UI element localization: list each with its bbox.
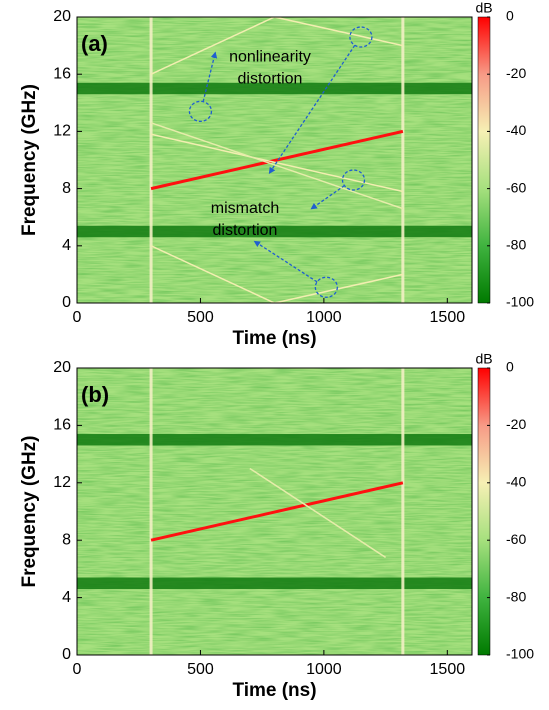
y-tick-label: 0 [62,294,71,311]
annotation: distortion [238,70,303,87]
y-tick-label: 16 [53,417,71,434]
chirp-line [150,17,404,75]
chirp-line [150,129,404,191]
colorbar-tick-label: 0 [506,359,514,375]
colorbar-tick-label: -40 [506,122,526,138]
chirp-line [249,467,387,559]
x-tick-label: 0 [73,309,82,326]
annotation-arrow [202,51,218,102]
y-tick-label: 0 [62,646,71,663]
x-tick-label: 500 [187,309,214,326]
x-tick-label: 0 [73,661,82,678]
colorbar-label: dB [475,351,492,367]
colorbar-tick-label: -20 [506,65,526,81]
colorbar-tick-label: -100 [506,294,534,310]
annotation: distortion [213,222,278,239]
y-tick-label: 20 [53,8,71,25]
band [77,577,472,589]
y-axis-label: Frequency (GHz) [19,435,40,587]
y-tick-label: 4 [62,237,71,254]
annotation-circle [188,100,213,123]
annotation-circle [341,169,366,191]
band [77,225,472,238]
plot-frame [76,367,473,656]
y-axis-label: Frequency (GHz) [19,84,40,236]
x-axis-label: Time (ns) [232,328,316,349]
colorbar-tick-label: -80 [506,237,526,253]
colorbar [477,16,491,304]
annotation-arrow [310,185,345,210]
x-axis-label: Time (ns) [232,680,316,701]
panel: 0 500 1000 1500 0 4 8 12 16 20 Time (ns) Frequency … [19,0,534,349]
y-tick-label: 8 [62,180,71,197]
annotation: nonlinearity [229,48,311,65]
x-tick-label: 1500 [430,661,466,678]
colorbar-tick-label: 0 [506,8,514,24]
chirp-line [150,245,404,303]
y-tick-label: 12 [53,474,71,491]
colorbar-tick-label: -40 [506,474,526,490]
plot-area [77,368,472,655]
y-tick-label: 12 [53,123,71,140]
annotation: mismatch [211,200,279,217]
panel-label: (a) [81,31,108,56]
colorbar-tick-label: -60 [506,179,526,195]
plot-area [77,17,472,303]
panel-label: (b) [81,382,109,407]
annotation-circle [314,276,338,298]
panel: 0 500 1000 1500 0 4 8 12 16 20 Time (ns) Frequency … [19,351,534,701]
y-tick-label: 16 [53,65,71,82]
y-tick-label: 20 [53,359,71,376]
x-tick-label: 500 [187,661,214,678]
annotation-arrow [268,44,356,174]
x-tick-label: 1000 [306,661,342,678]
chirp-line [150,122,404,210]
x-tick-label: 1000 [306,309,342,326]
x-tick-label: 1500 [430,309,466,326]
chirp-line [150,481,404,542]
y-tick-label: 4 [62,589,71,606]
annotation-circle [349,26,373,48]
band [77,82,472,95]
band [77,434,472,446]
colorbar-tick-label: -60 [506,531,526,547]
colorbar-tick-label: -80 [506,588,526,604]
colorbar-label: dB [475,0,492,16]
annotation-arrow [253,240,318,283]
colorbar [477,367,491,656]
colorbar-tick-label: -20 [506,416,526,432]
colorbar-tick-label: -100 [506,646,534,662]
y-tick-label: 8 [62,531,71,548]
plot-frame [76,16,473,304]
